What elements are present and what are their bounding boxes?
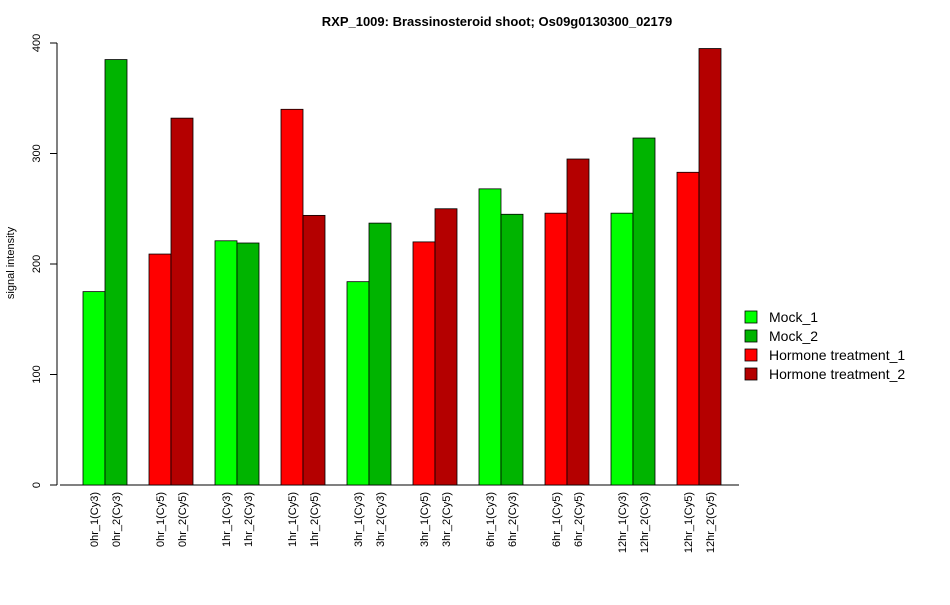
legend-swatch (744, 367, 758, 381)
x-tick-label: 12hr_2(Cy5) (705, 492, 717, 553)
bar (544, 212, 568, 486)
bar (676, 171, 700, 486)
bar (566, 158, 590, 486)
x-tick-label: 1hr_2(Cy5) (309, 492, 321, 547)
legend-label: Hormone treatment_2 (769, 366, 905, 382)
x-tick-label: 3hr_1(Cy3) (353, 492, 365, 547)
legend-label: Mock_2 (769, 328, 818, 344)
x-tick-label: 3hr_2(Cy3) (375, 492, 387, 547)
x-tick-label: 12hr_1(Cy5) (683, 492, 695, 553)
x-tick-label: 0hr_2(Cy5) (177, 492, 189, 547)
bar (610, 212, 634, 486)
bars (82, 48, 722, 486)
legend-swatch (744, 329, 758, 343)
y-tick-label: 300 (31, 144, 43, 162)
x-tick-label: 6hr_1(Cy3) (485, 492, 497, 547)
bar (82, 291, 106, 486)
y-axis-label: signal intensity (5, 226, 17, 299)
bar (104, 59, 128, 486)
legend: Mock_1 Mock_2 Hormone treatment_1 Hormone t… (744, 309, 905, 382)
x-tick-label: 6hr_2(Cy3) (507, 492, 519, 547)
y-tick-label: 0 (31, 482, 43, 488)
bar (214, 240, 238, 486)
bar (632, 137, 656, 486)
bar (236, 242, 260, 486)
x-tick-label: 3hr_2(Cy5) (441, 492, 453, 547)
y-tick-label: 400 (31, 34, 43, 52)
x-tick-label: 12hr_2(Cy3) (639, 492, 651, 553)
legend-swatch (744, 310, 758, 324)
x-tick-label: 6hr_2(Cy5) (573, 492, 585, 547)
bar (170, 117, 194, 486)
x-tick-label: 6hr_1(Cy5) (551, 492, 563, 547)
legend-label: Hormone treatment_1 (769, 347, 905, 363)
x-tick-label: 1hr_1(Cy3) (221, 492, 233, 547)
chart-title: RXP_1009: Brassinosteroid shoot; Os09g01… (322, 14, 672, 29)
x-tick-label: 0hr_2(Cy3) (111, 492, 123, 547)
x-tick-label: 1hr_1(Cy5) (287, 492, 299, 547)
x-tick-label: 1hr_2(Cy3) (243, 492, 255, 547)
bar (434, 208, 458, 486)
bar (148, 253, 172, 486)
x-tick-label: 0hr_1(Cy5) (155, 492, 167, 547)
y-tick-label: 100 (31, 365, 43, 383)
bar (500, 213, 524, 486)
x-tick-label: 0hr_1(Cy3) (89, 492, 101, 547)
legend-label: Mock_1 (769, 309, 818, 325)
bar (346, 281, 370, 486)
bar (478, 188, 502, 486)
x-tick-labels: 0hr_1(Cy3) 0hr_2(Cy3) 0hr_1(Cy5) 0hr_2(Cy5)… (89, 492, 717, 553)
x-tick-label: 3hr_1(Cy5) (419, 492, 431, 547)
legend-swatch (744, 348, 758, 362)
x-tick-label: 12hr_1(Cy3) (617, 492, 629, 553)
bar (698, 48, 722, 486)
y-tick-label: 200 (31, 255, 43, 273)
bar (280, 108, 304, 486)
bar (368, 222, 392, 486)
bar (412, 241, 436, 486)
bar (302, 214, 326, 486)
